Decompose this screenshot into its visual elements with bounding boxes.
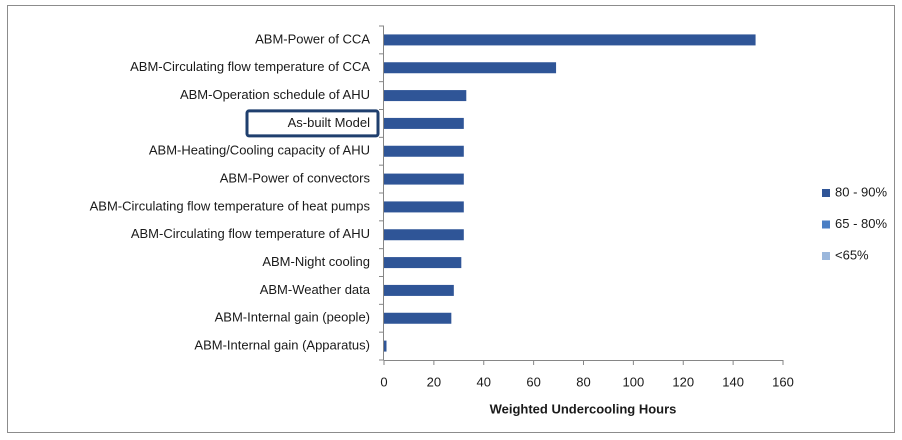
bar xyxy=(384,117,464,129)
y-tick-label: ABM-Circulating flow temperature of heat… xyxy=(90,198,371,213)
x-tick-label: 0 xyxy=(380,374,387,389)
bar xyxy=(384,340,387,352)
y-tick-label: ABM-Circulating flow temperature of CCA xyxy=(130,59,370,74)
x-tick-label: 80 xyxy=(576,374,590,389)
y-tick-label: As-built Model xyxy=(288,115,370,130)
x-tick-label: 160 xyxy=(772,374,794,389)
y-tick-label: ABM-Operation schedule of AHU xyxy=(180,87,370,102)
highlight-box xyxy=(245,109,380,138)
bar xyxy=(384,284,454,296)
bar xyxy=(384,145,464,157)
y-tick-label: ABM-Circulating flow temperature of AHU xyxy=(131,226,370,241)
x-tick-label: 140 xyxy=(722,374,744,389)
y-tick-label: ABM-Power of convectors xyxy=(220,171,371,186)
x-tick-label: 60 xyxy=(526,374,540,389)
bar xyxy=(384,173,464,185)
x-axis-title: Weighted Undercooling Hours xyxy=(490,401,677,416)
bar xyxy=(384,62,557,74)
bar xyxy=(384,229,464,241)
y-tick-label: ABM-Heating/Cooling capacity of AHU xyxy=(149,143,370,158)
y-tick-label: ABM-Night cooling xyxy=(262,254,370,269)
bar xyxy=(384,312,452,324)
x-tick-label: 100 xyxy=(623,374,645,389)
y-tick-label: ABM-Weather data xyxy=(260,282,371,297)
legend-swatch xyxy=(822,252,830,260)
bar xyxy=(384,90,467,102)
bar xyxy=(384,201,464,213)
chart-frame xyxy=(7,5,895,433)
bar xyxy=(384,34,756,46)
x-tick-label: 120 xyxy=(672,374,694,389)
legend-label: 65 - 80% xyxy=(835,216,887,231)
legend-swatch xyxy=(822,189,830,197)
bar xyxy=(384,257,462,269)
x-tick-label: 40 xyxy=(477,374,491,389)
y-tick-label: ABM-Internal gain (people) xyxy=(215,310,370,325)
legend-label: <65% xyxy=(835,247,869,262)
legend-label: 80 - 90% xyxy=(835,184,887,199)
x-tick-label: 20 xyxy=(427,374,441,389)
legend-swatch xyxy=(822,220,830,229)
y-tick-label: ABM-Power of CCA xyxy=(255,31,370,46)
y-tick-label: ABM-Internal gain (Apparatus) xyxy=(194,338,370,353)
